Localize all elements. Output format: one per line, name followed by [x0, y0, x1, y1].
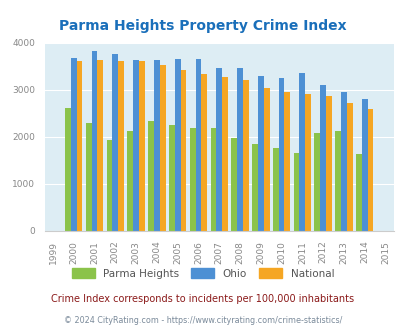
Bar [77, 61, 82, 231]
Bar [335, 131, 340, 231]
Bar [340, 92, 346, 231]
Bar [195, 59, 201, 231]
Bar [325, 96, 331, 231]
Legend: Parma Heights, Ohio, National: Parma Heights, Ohio, National [67, 264, 338, 283]
Bar [252, 144, 257, 231]
Bar [174, 59, 180, 231]
Bar [237, 68, 242, 231]
Bar [278, 78, 284, 231]
Bar [367, 109, 373, 231]
Bar [118, 61, 124, 231]
Bar [139, 61, 145, 231]
Bar [92, 51, 97, 231]
Bar [361, 99, 367, 231]
Text: © 2024 CityRating.com - https://www.cityrating.com/crime-statistics/: © 2024 CityRating.com - https://www.city… [64, 315, 341, 325]
Bar [313, 133, 320, 231]
Bar [305, 94, 310, 231]
Bar [216, 68, 222, 231]
Bar [85, 123, 92, 231]
Bar [112, 54, 118, 231]
Bar [153, 60, 160, 231]
Text: Parma Heights Property Crime Index: Parma Heights Property Crime Index [59, 19, 346, 33]
Bar [180, 70, 186, 231]
Bar [97, 60, 103, 231]
Bar [257, 76, 263, 231]
Bar [127, 131, 133, 231]
Bar [189, 128, 195, 231]
Bar [107, 140, 112, 231]
Bar [133, 60, 139, 231]
Bar [160, 65, 165, 231]
Bar [148, 121, 153, 231]
Bar [71, 58, 77, 231]
Bar [355, 154, 361, 231]
Bar [168, 125, 174, 231]
Bar [293, 153, 299, 231]
Text: Crime Index corresponds to incidents per 100,000 inhabitants: Crime Index corresponds to incidents per… [51, 294, 354, 304]
Bar [299, 73, 305, 231]
Bar [231, 138, 237, 231]
Bar [272, 148, 278, 231]
Bar [320, 85, 325, 231]
Bar [210, 128, 216, 231]
Bar [242, 80, 248, 231]
Bar [263, 88, 269, 231]
Bar [284, 92, 290, 231]
Bar [222, 77, 227, 231]
Bar [65, 108, 71, 231]
Bar [346, 103, 352, 231]
Bar [201, 74, 207, 231]
